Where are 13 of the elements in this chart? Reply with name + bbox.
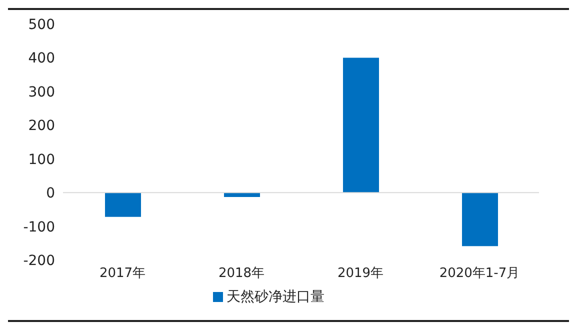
x-tick-label: 2018年 [218,266,265,282]
y-tick-label: 100 [28,152,55,168]
x-tick-label: 2019年 [337,266,384,282]
y-tick-label: -200 [23,252,55,269]
y-tick-label: 400 [28,50,55,67]
legend-label: 天然砂净进口量 [226,289,324,305]
x-tick-label: 2020年1-7月 [439,266,520,282]
y-tick-label: 200 [28,118,55,134]
y-tick-label: 500 [28,16,55,33]
x-tick-label: 2017年 [99,266,146,282]
y-tick-label: -100 [23,219,55,236]
y-tick-label: 300 [28,84,55,100]
y-tick-label: 0 [46,186,55,202]
